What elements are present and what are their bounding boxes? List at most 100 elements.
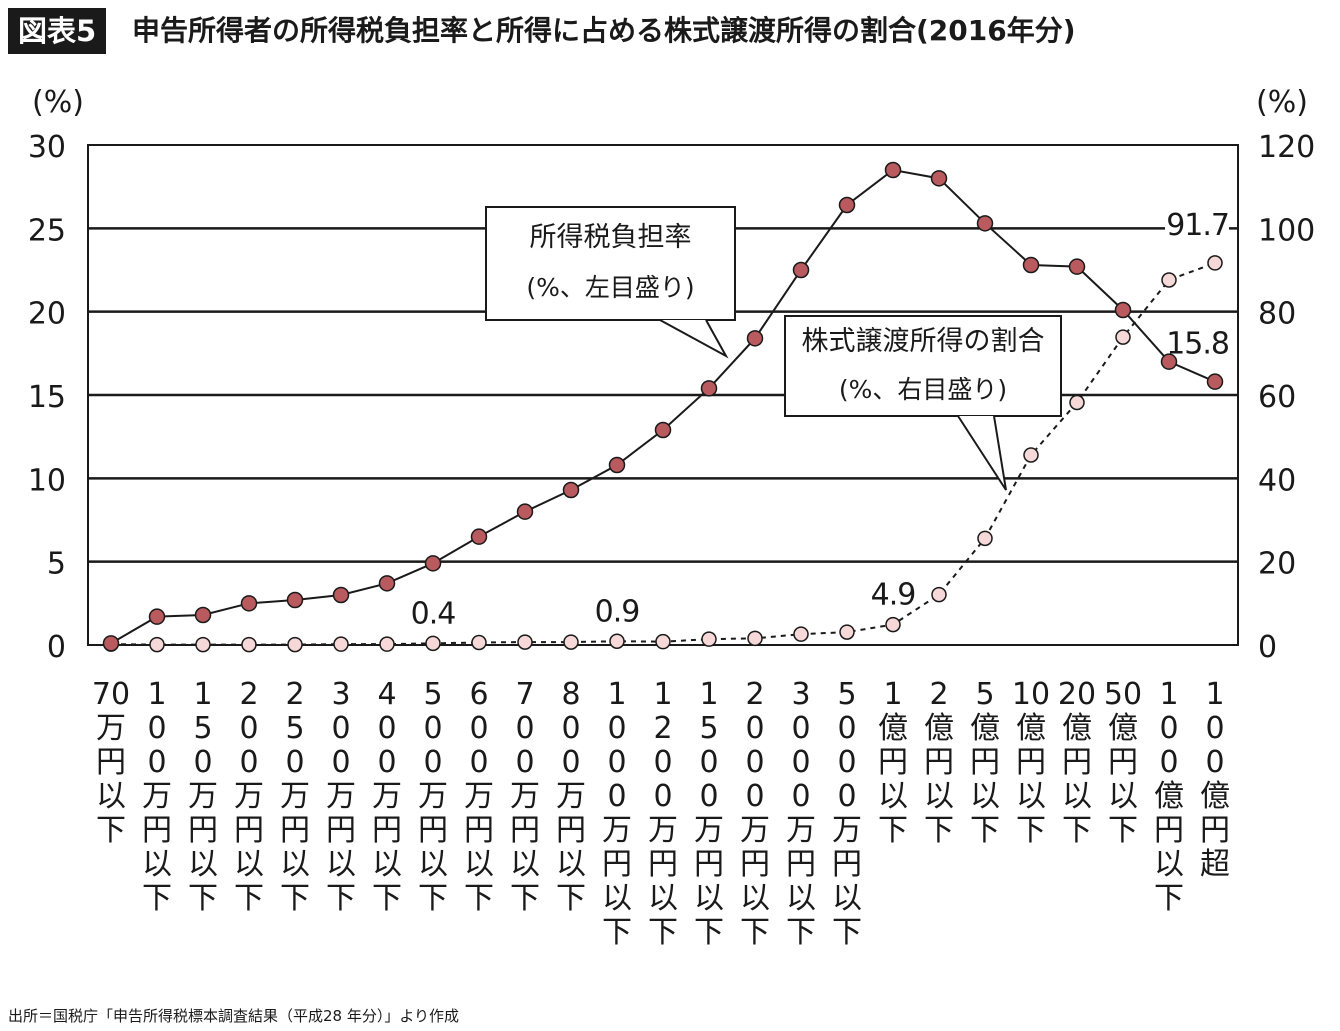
x-tick-label: 以 bbox=[1154, 847, 1184, 882]
x-tick-label: 万 bbox=[142, 779, 172, 814]
tax-point bbox=[1022, 256, 1040, 274]
x-tick-label: 以 bbox=[188, 847, 218, 882]
x-tick-label: 0 bbox=[745, 711, 764, 746]
x-tick-label: 以 bbox=[1108, 779, 1138, 814]
share-point bbox=[333, 636, 349, 652]
x-tick-label: 以 bbox=[832, 881, 862, 916]
callout-box bbox=[485, 206, 736, 321]
x-tick-label: 円 bbox=[372, 813, 402, 848]
x-tick-label: 0 bbox=[653, 779, 672, 814]
left-tick-label: 5 bbox=[47, 547, 66, 582]
x-tick-label: 円 bbox=[510, 813, 540, 848]
x-tick-label: 0 bbox=[1159, 711, 1178, 746]
x-tick-label: 円 bbox=[878, 745, 908, 780]
x-tick-label: 億 bbox=[1108, 711, 1138, 746]
x-tick-label: 以 bbox=[372, 847, 402, 882]
right-tick-label: 60 bbox=[1258, 380, 1296, 415]
x-tick-label: 円 bbox=[786, 847, 816, 882]
share-point bbox=[701, 631, 717, 647]
tax-point bbox=[884, 161, 902, 179]
x-tick-label: 以 bbox=[96, 779, 126, 814]
right-tick-label: 20 bbox=[1258, 547, 1296, 582]
x-tick-label: 下 bbox=[510, 881, 540, 916]
tax-point bbox=[1114, 301, 1132, 319]
x-tick-label: 下 bbox=[372, 881, 402, 916]
share-point bbox=[1115, 329, 1131, 345]
x-tick-label: 円 bbox=[234, 813, 264, 848]
data-label: 0.4 bbox=[411, 596, 456, 631]
x-tick-label: 0 bbox=[1205, 745, 1224, 780]
x-tick-label: 0 bbox=[515, 745, 534, 780]
x-tick-label: 以 bbox=[1016, 779, 1046, 814]
x-tick-label: 0 bbox=[561, 745, 580, 780]
x-tick-label: 円 bbox=[1062, 745, 1092, 780]
data-label: 4.9 bbox=[871, 578, 916, 613]
share-point bbox=[885, 616, 901, 633]
x-tick-label: 1 bbox=[1205, 677, 1224, 712]
x-tick-label: 以 bbox=[1062, 779, 1092, 814]
left-tick-label: 10 bbox=[28, 463, 66, 498]
x-tick-label: 超 bbox=[1200, 847, 1230, 882]
x-tick-label: 円 bbox=[418, 813, 448, 848]
tax-point bbox=[424, 555, 442, 572]
x-tick-label: 0 bbox=[1205, 711, 1224, 746]
tax-point bbox=[654, 421, 672, 439]
x-tick-label: 下 bbox=[96, 813, 126, 848]
share-point bbox=[793, 626, 809, 642]
x-tick-label: 以 bbox=[740, 881, 770, 916]
x-tick-label: 円 bbox=[188, 813, 218, 848]
x-tick-label: 1 bbox=[883, 677, 902, 712]
x-tick-label: 7 bbox=[515, 677, 534, 712]
share-point bbox=[517, 634, 533, 650]
right-tick-label: 120 bbox=[1258, 130, 1315, 165]
x-tick-label: 2 bbox=[239, 677, 258, 712]
right-tick-label: 100 bbox=[1258, 213, 1315, 248]
x-tick-label: 円 bbox=[924, 745, 954, 780]
share-point bbox=[1069, 394, 1085, 411]
tax-point bbox=[746, 330, 764, 347]
x-tick-label: 万 bbox=[96, 711, 126, 746]
share-point bbox=[563, 634, 579, 650]
x-tick-label: 5 bbox=[837, 677, 856, 712]
data-label: 15.8 bbox=[1166, 327, 1229, 362]
tax-point bbox=[240, 595, 258, 612]
x-tick-label: 5 bbox=[193, 711, 212, 746]
x-tick-label: 円 bbox=[96, 745, 126, 780]
x-tick-label: 下 bbox=[648, 915, 678, 950]
x-tick-label: 1 bbox=[147, 677, 166, 712]
left-tick-label: 25 bbox=[28, 213, 66, 248]
x-tick-label: 下 bbox=[970, 813, 1000, 848]
x-tick-label: 0 bbox=[193, 745, 212, 780]
x-tick-label: 万 bbox=[510, 779, 540, 814]
x-tick-label: 以 bbox=[970, 779, 1000, 814]
x-tick-label: 円 bbox=[142, 813, 172, 848]
x-tick-label: 下 bbox=[786, 915, 816, 950]
chart-title: 申告所得者の所得税負担率と所得に占める株式譲渡所得の割合(2016年分) bbox=[132, 14, 1076, 47]
x-tick-label: 億 bbox=[924, 711, 954, 746]
x-tick-label: 下 bbox=[326, 881, 356, 916]
x-tick-label: 万 bbox=[418, 779, 448, 814]
x-tick-label: 0 bbox=[377, 745, 396, 780]
x-tick-label: 3 bbox=[791, 677, 810, 712]
x-tick-label: 0 bbox=[515, 711, 534, 746]
left-tick-label: 30 bbox=[28, 130, 66, 165]
x-tick-label: 1 bbox=[653, 677, 672, 712]
x-tick-label: 下 bbox=[694, 915, 724, 950]
share-point bbox=[195, 636, 211, 653]
x-tick-label: 0 bbox=[837, 779, 856, 814]
tax-point bbox=[102, 635, 120, 652]
x-tick-label: 0 bbox=[607, 779, 626, 814]
tax-point bbox=[516, 503, 534, 520]
x-tick-label: 円 bbox=[832, 847, 862, 882]
tax-point bbox=[608, 456, 626, 474]
x-tick-label: 2 bbox=[929, 677, 948, 712]
x-tick-label: 0 bbox=[147, 711, 166, 746]
x-tick-label: 下 bbox=[1154, 881, 1184, 916]
x-tick-label: 0 bbox=[653, 745, 672, 780]
x-tick-label: 1 bbox=[607, 677, 626, 712]
header: 図表5 申告所得者の所得税負担率と所得に占める株式譲渡所得の割合(2016年分) bbox=[0, 4, 1340, 56]
tax-point bbox=[562, 481, 580, 499]
share-point bbox=[977, 530, 993, 547]
x-tick-label: 以 bbox=[878, 779, 908, 814]
